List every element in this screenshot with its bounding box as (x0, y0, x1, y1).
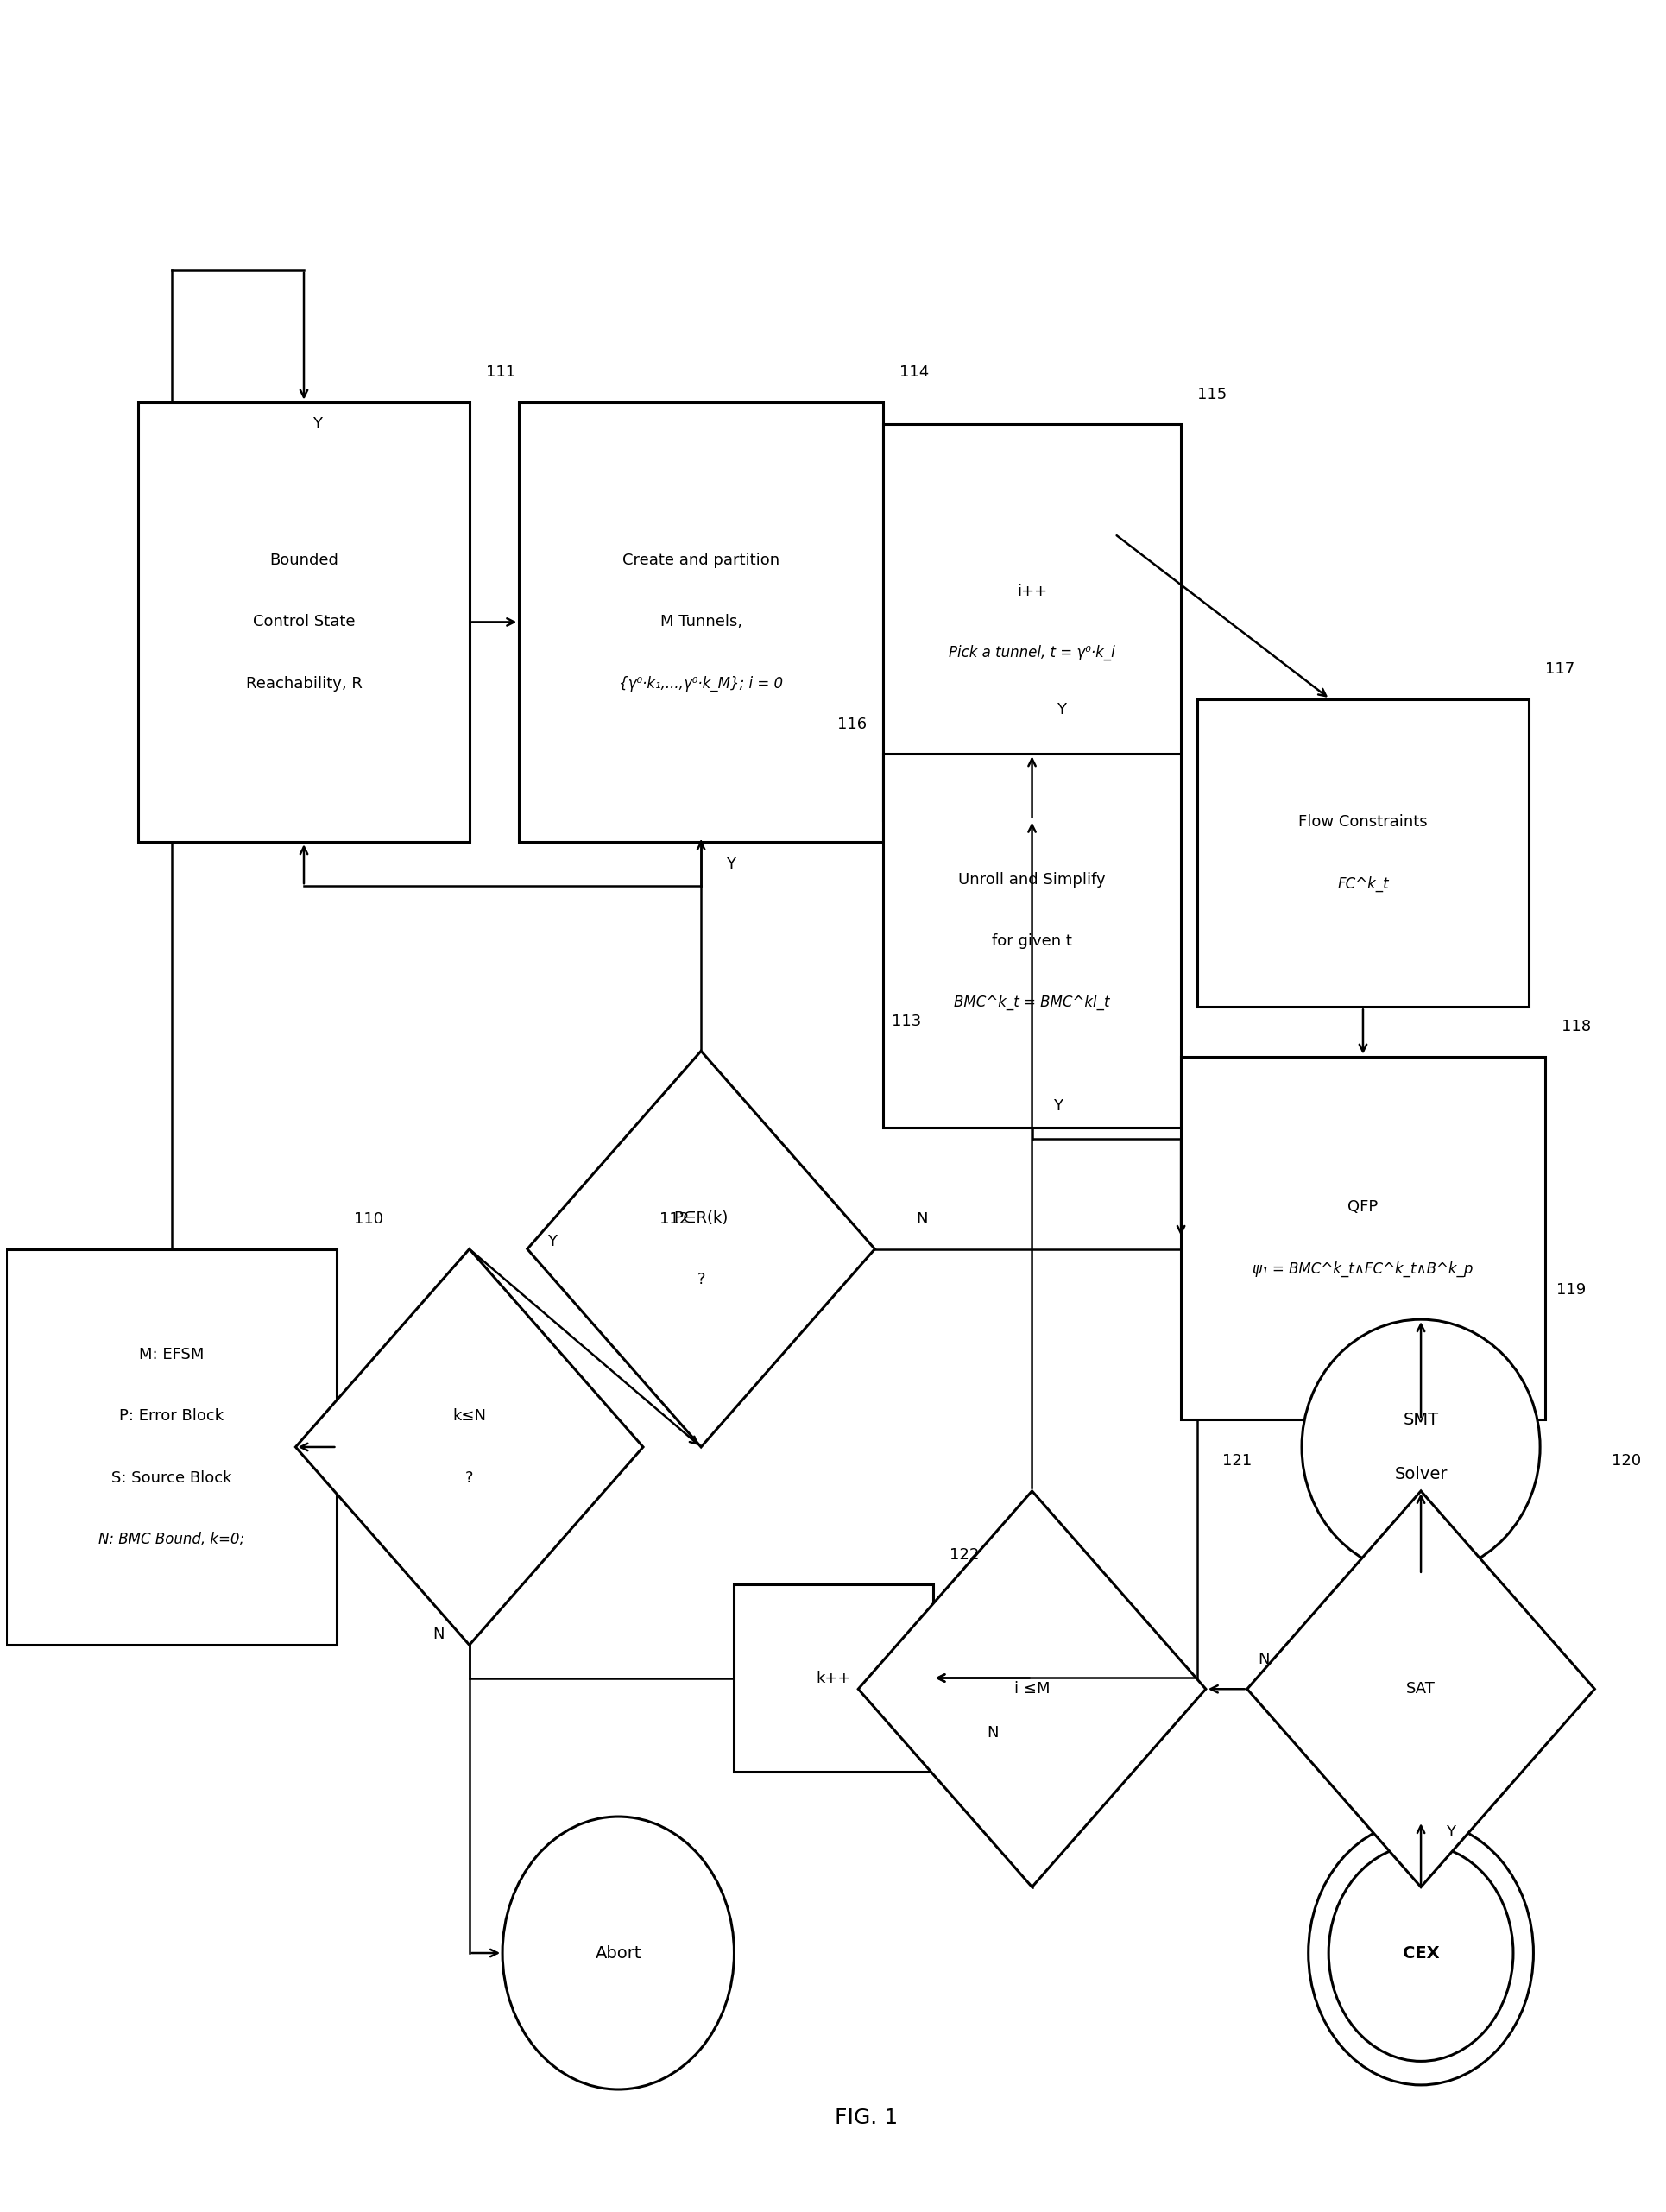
FancyBboxPatch shape (1196, 699, 1528, 1006)
FancyBboxPatch shape (138, 403, 470, 843)
Text: QFP: QFP (1348, 1199, 1378, 1214)
Text: ψ₁ = BMC^k_t∧FC^k_t∧B^k_p: ψ₁ = BMC^k_t∧FC^k_t∧B^k_p (1253, 1261, 1473, 1276)
Text: i++: i++ (1016, 584, 1046, 599)
Text: 120: 120 (1611, 1453, 1639, 1469)
Text: 114: 114 (900, 365, 928, 380)
Text: 113: 113 (891, 1013, 920, 1029)
Text: 117: 117 (1544, 661, 1574, 677)
Text: ?: ? (696, 1272, 705, 1287)
FancyBboxPatch shape (883, 425, 1180, 821)
Text: 122: 122 (948, 1546, 978, 1562)
Text: Solver: Solver (1394, 1467, 1446, 1482)
Text: N: N (986, 1725, 998, 1741)
Text: N: N (916, 1212, 928, 1228)
Text: BMC^k_t = BMC^kl_t: BMC^k_t = BMC^kl_t (953, 995, 1110, 1011)
Text: P∈R(k): P∈R(k) (673, 1210, 728, 1225)
Ellipse shape (1328, 1845, 1513, 2062)
Polygon shape (295, 1250, 643, 1646)
FancyBboxPatch shape (883, 754, 1180, 1128)
FancyBboxPatch shape (733, 1584, 933, 1772)
Text: k≤N: k≤N (451, 1409, 486, 1425)
Text: k++: k++ (816, 1670, 850, 1686)
Text: ?: ? (465, 1471, 473, 1486)
Text: for given t: for given t (991, 933, 1071, 949)
Text: N: N (1258, 1652, 1269, 1668)
Text: Y: Y (725, 856, 735, 872)
Text: Control State: Control State (253, 615, 355, 630)
Text: Pick a tunnel, t = γ⁰·k_i: Pick a tunnel, t = γ⁰·k_i (948, 646, 1115, 661)
FancyBboxPatch shape (1180, 1057, 1544, 1420)
Text: Unroll and Simplify: Unroll and Simplify (958, 872, 1105, 887)
Text: Bounded: Bounded (270, 553, 338, 568)
Text: Y: Y (312, 416, 322, 431)
Text: 121: 121 (1221, 1453, 1251, 1469)
Text: 111: 111 (486, 365, 515, 380)
Text: M Tunnels,: M Tunnels, (660, 615, 741, 630)
Text: Y: Y (1444, 1825, 1454, 1840)
Text: Y: Y (1053, 1097, 1063, 1115)
Text: Flow Constraints: Flow Constraints (1298, 814, 1426, 830)
Text: FIG. 1: FIG. 1 (835, 2108, 898, 2128)
Text: {γ⁰·k₁,...,γ⁰·k_M}; i = 0: {γ⁰·k₁,...,γ⁰·k_M}; i = 0 (618, 675, 783, 692)
Text: Reachability, R: Reachability, R (245, 677, 362, 692)
Text: Abort: Abort (595, 1944, 641, 1962)
Polygon shape (526, 1051, 875, 1447)
FancyBboxPatch shape (7, 1250, 337, 1646)
Text: SMT: SMT (1403, 1411, 1438, 1427)
Text: S: Source Block: S: Source Block (112, 1471, 232, 1486)
Text: 110: 110 (353, 1212, 383, 1228)
Text: 115: 115 (1196, 387, 1226, 403)
Text: i ≤M: i ≤M (1013, 1681, 1050, 1697)
Text: 119: 119 (1556, 1283, 1586, 1298)
Text: N: N (433, 1626, 445, 1641)
Ellipse shape (1301, 1318, 1539, 1575)
Text: 118: 118 (1561, 1020, 1591, 1035)
Polygon shape (858, 1491, 1205, 1887)
Text: 112: 112 (660, 1212, 688, 1228)
Text: CEX: CEX (1401, 1944, 1438, 1962)
Text: P: Error Block: P: Error Block (120, 1409, 223, 1425)
FancyBboxPatch shape (518, 403, 883, 843)
Text: Y: Y (1056, 701, 1066, 717)
Text: 116: 116 (836, 717, 866, 732)
Text: Y: Y (546, 1234, 556, 1250)
Text: N: BMC Bound, k=0;: N: BMC Bound, k=0; (98, 1531, 245, 1546)
Ellipse shape (1308, 1820, 1533, 2086)
Text: Create and partition: Create and partition (621, 553, 780, 568)
Text: SAT: SAT (1406, 1681, 1434, 1697)
Polygon shape (1246, 1491, 1594, 1887)
Ellipse shape (501, 1816, 733, 2090)
Text: M: EFSM: M: EFSM (138, 1347, 203, 1363)
Text: FC^k_t: FC^k_t (1336, 876, 1388, 891)
